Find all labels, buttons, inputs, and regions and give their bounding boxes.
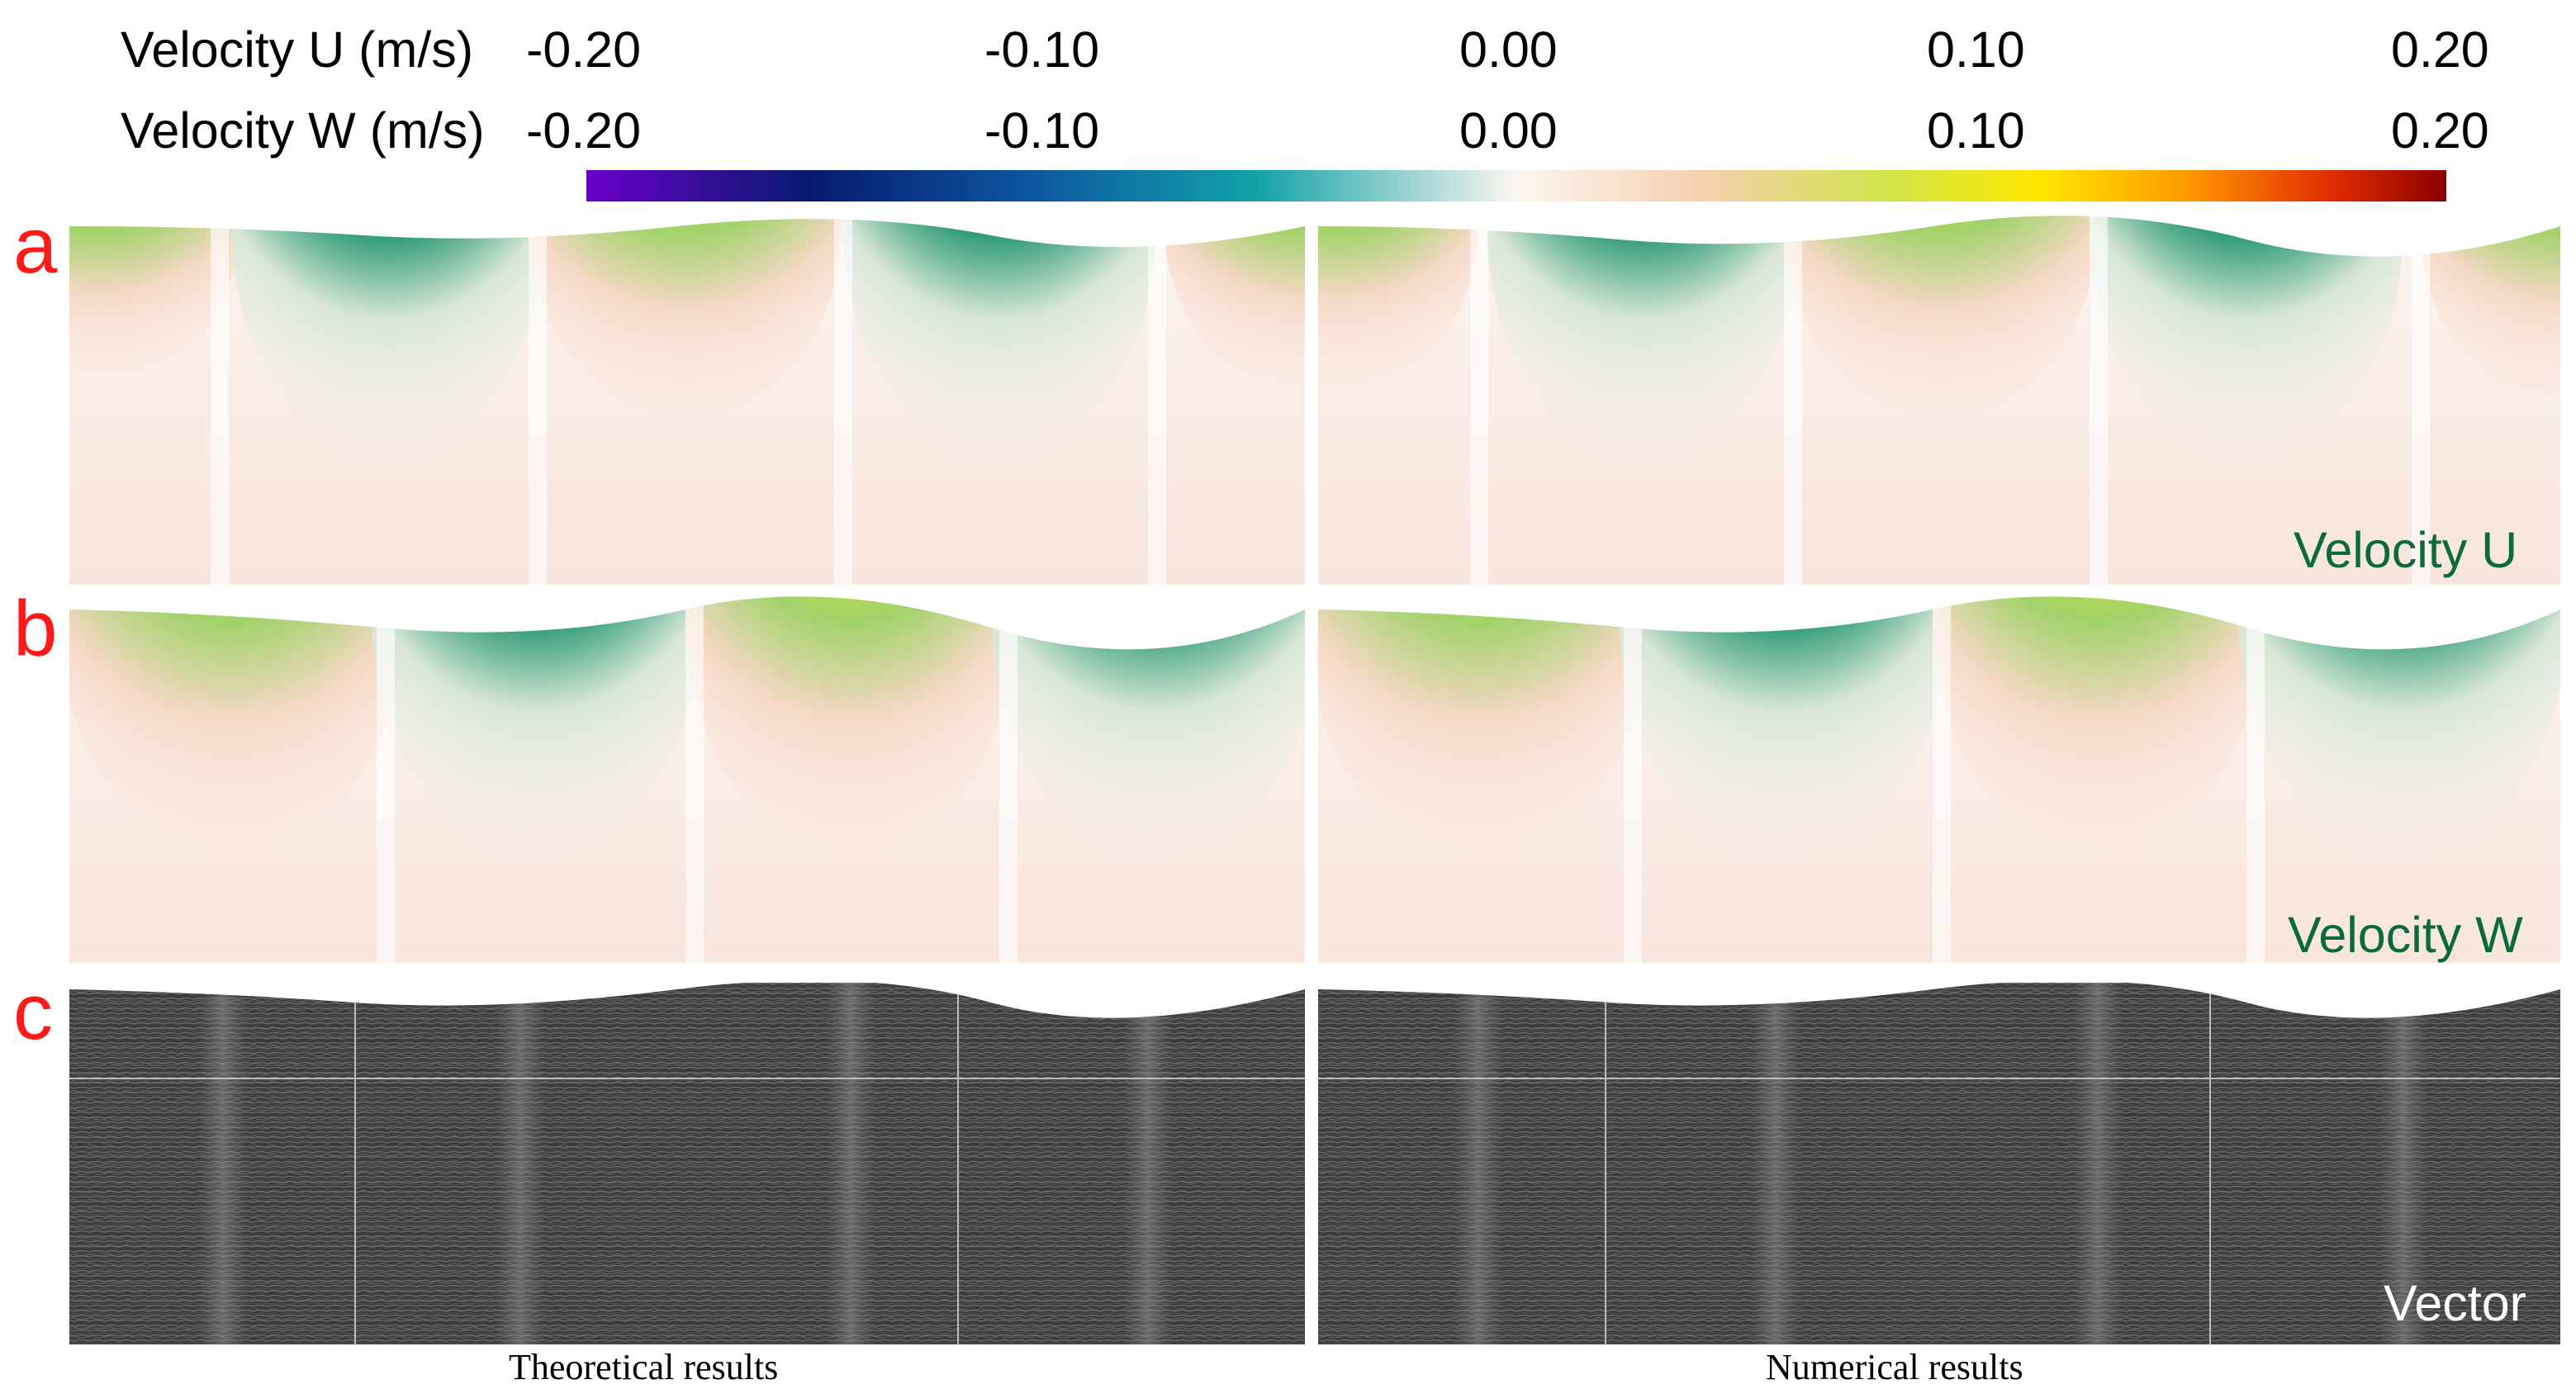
tick-w-4: 0.20 — [2391, 102, 2489, 159]
tick-w-3: 0.10 — [1927, 102, 2025, 159]
colorbar-label-w: Velocity W (m/s) — [121, 102, 485, 159]
panel-b-theoretical — [69, 596, 1305, 963]
tick-u-0: -0.20 — [526, 21, 642, 78]
tick-w-1: -0.10 — [984, 102, 1100, 159]
panel-letter-c: c — [13, 968, 53, 1056]
tick-u-2: 0.00 — [1459, 21, 1558, 78]
tick-w-2: 0.00 — [1459, 102, 1558, 159]
panel-letter-b: b — [13, 585, 58, 673]
tick-u-1: -0.10 — [984, 21, 1100, 78]
panel-label-velocity-w: Velocity W — [2288, 907, 2523, 963]
caption-numerical: Numerical results — [1766, 1347, 2023, 1387]
colorbar-label-u: Velocity U (m/s) — [121, 21, 474, 78]
colorbar — [586, 170, 2446, 201]
panel-c-numerical — [1318, 983, 2560, 1344]
panel-label-vector: Vector — [2384, 1275, 2526, 1331]
panel-a-theoretical — [69, 219, 1305, 585]
panel-label-velocity-u: Velocity U — [2294, 522, 2518, 578]
caption-theoretical: Theoretical results — [509, 1347, 779, 1387]
tick-u-4: 0.20 — [2391, 21, 2489, 78]
tick-w-0: -0.20 — [526, 102, 642, 159]
panel-a-numerical — [1318, 216, 2560, 585]
panel-c-theoretical — [69, 983, 1305, 1344]
panel-letter-a: a — [13, 201, 58, 290]
tick-u-3: 0.10 — [1927, 21, 2025, 78]
